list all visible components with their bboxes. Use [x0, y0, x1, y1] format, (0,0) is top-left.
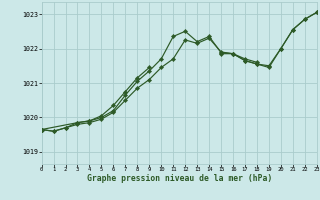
X-axis label: Graphe pression niveau de la mer (hPa): Graphe pression niveau de la mer (hPa): [87, 174, 272, 183]
